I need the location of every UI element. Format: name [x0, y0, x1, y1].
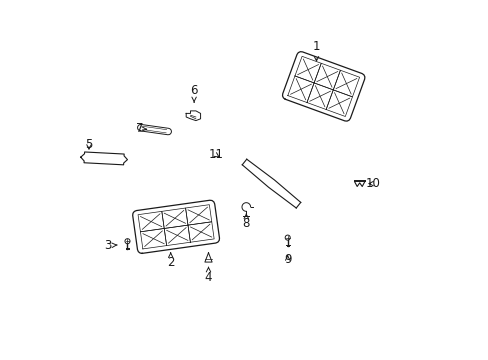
Text: 2: 2 [166, 253, 174, 269]
Text: 10: 10 [365, 177, 380, 190]
Text: 8: 8 [242, 214, 249, 230]
Text: 3: 3 [104, 239, 117, 252]
Text: 1: 1 [312, 40, 320, 61]
Text: 5: 5 [85, 138, 93, 150]
Text: 6: 6 [190, 84, 198, 102]
Text: 4: 4 [204, 267, 212, 284]
Text: 9: 9 [284, 253, 291, 266]
Text: 11: 11 [208, 148, 223, 161]
Text: 7: 7 [136, 122, 146, 135]
